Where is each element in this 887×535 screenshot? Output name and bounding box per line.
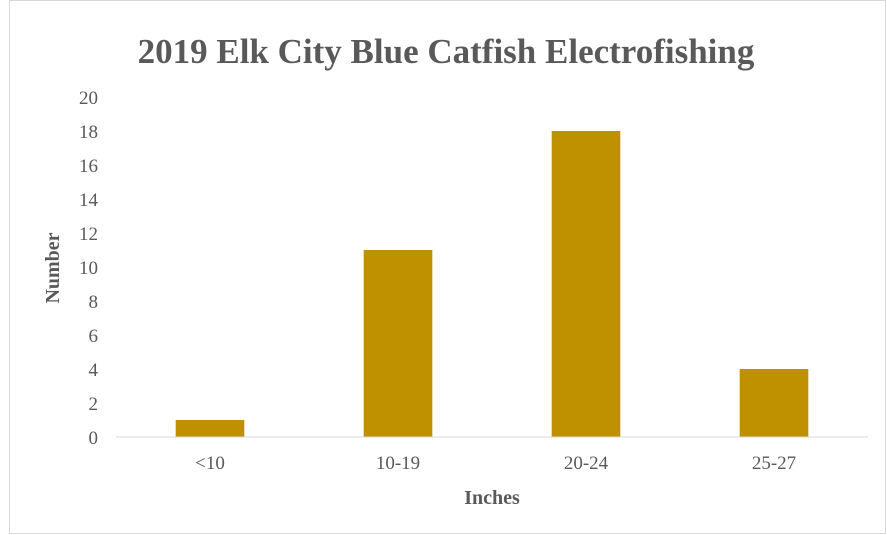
bar xyxy=(551,131,621,437)
y-tick-label: 2 xyxy=(89,394,99,415)
y-tick-label: 0 xyxy=(89,428,99,449)
bar xyxy=(363,250,433,437)
y-tick-label: 16 xyxy=(79,156,98,177)
y-tick-label: 8 xyxy=(89,292,99,313)
bar-series xyxy=(175,131,809,437)
x-tick-label: <10 xyxy=(195,453,225,474)
y-tick-label: 18 xyxy=(79,122,98,143)
x-axis: <10 10-19 20-24 25-27 xyxy=(195,453,796,474)
y-axis: 0 2 4 6 8 10 12 14 16 18 20 xyxy=(79,88,99,449)
bar xyxy=(175,420,245,437)
y-axis-label: Number xyxy=(42,232,64,303)
x-axis-label: Inches xyxy=(464,487,520,509)
y-tick-label: 12 xyxy=(79,224,98,245)
y-tick-label: 4 xyxy=(89,360,99,381)
chart-frame xyxy=(9,0,886,534)
chart-title: 2019 Elk City Blue Catfish Electrofishin… xyxy=(138,32,755,71)
x-tick-label: 25-27 xyxy=(752,453,796,474)
y-tick-label: 20 xyxy=(79,88,98,109)
x-tick-label: 20-24 xyxy=(564,453,609,474)
y-tick-label: 10 xyxy=(79,258,98,279)
y-tick-label: 6 xyxy=(89,326,99,347)
x-tick-label: 10-19 xyxy=(376,453,420,474)
bar xyxy=(739,369,809,437)
y-tick-label: 14 xyxy=(79,190,99,211)
